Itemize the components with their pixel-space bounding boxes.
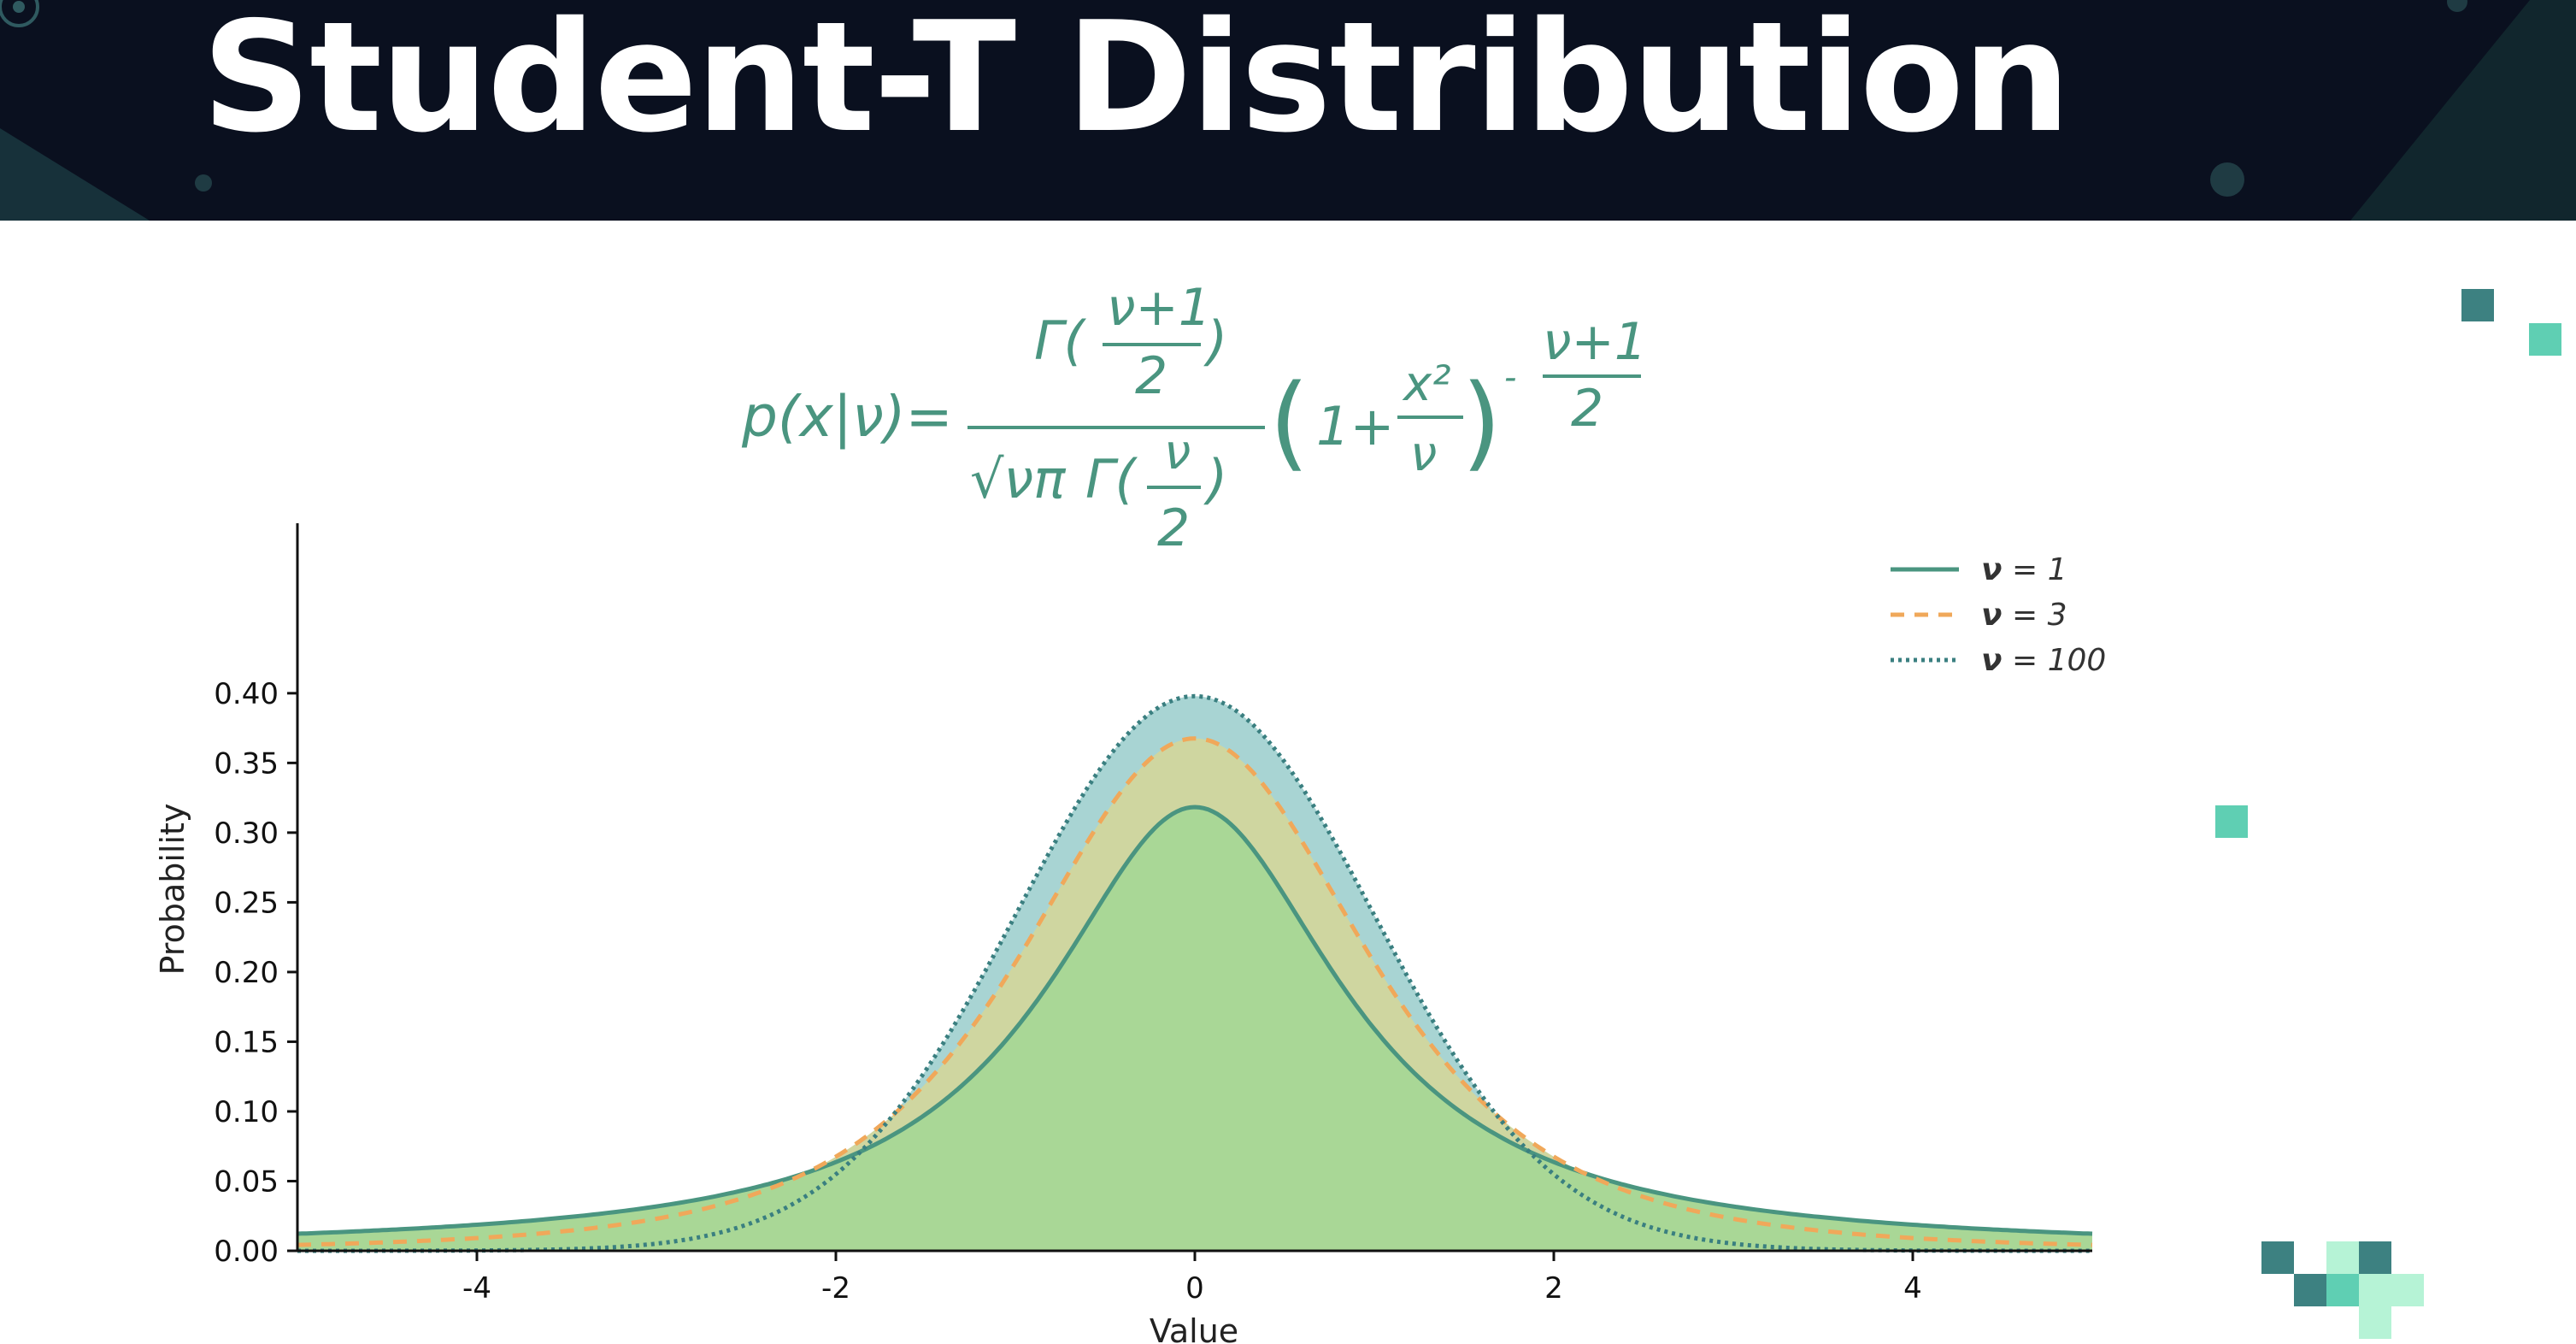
decor-square [2359, 1241, 2391, 1274]
x-tick-label: 2 [1544, 1271, 1563, 1306]
title-banner: Student-T Distribution [0, 0, 2576, 221]
series-line-nu-3 [297, 736, 2093, 1247]
y-axis-label: Probability [154, 804, 191, 976]
formula-exponent-minus: - [1504, 358, 1516, 398]
legend-value: = 3 [2003, 598, 2067, 633]
formula-lhs: p(x|ν)= [741, 384, 953, 450]
banner-ring-icon [0, 0, 39, 27]
decor-square [2326, 1274, 2359, 1306]
decor-square [2294, 1274, 2326, 1306]
x-tick-label: -2 [821, 1271, 850, 1306]
banner-dot [2447, 0, 2467, 12]
formula-exponent-denominator: 2 [1571, 379, 1603, 439]
banner-decoration [0, 0, 2576, 221]
formula-two: 2 [1135, 346, 1167, 406]
decor-square [2359, 1306, 2391, 1339]
y-tick-label: 0.30 [214, 816, 279, 851]
pdf-formula: p(x|ν)= Γ( ν+1 2 ) √νπ Γ( ν 2 ) ( 1+ x² … [741, 278, 1647, 558]
series-line-nu-100 [297, 693, 2092, 1253]
decor-square [2215, 805, 2248, 838]
decor-square [2461, 289, 2494, 321]
formula-big-open-paren: ( [1269, 363, 1309, 482]
y-tick-label: 0.40 [214, 677, 279, 711]
x-axis-label: Value [1150, 1312, 1238, 1344]
x-tick-label: -4 [462, 1271, 491, 1306]
y-tick-label: 0.25 [214, 886, 279, 920]
legend-value: = 1 [2003, 552, 2067, 587]
formula-x-squared: x² [1402, 357, 1451, 412]
legend-label-nu-1: ν = 1 [1981, 552, 2067, 587]
decor-square [2326, 1241, 2359, 1274]
legend-value: = 100 [2003, 643, 2107, 678]
area-fill-nu-1 [297, 807, 2092, 1251]
legend-label-nu-100: ν = 100 [1981, 643, 2106, 678]
banner-ring-center [13, 1, 25, 13]
page-title: Student-T Distribution [202, 0, 2071, 166]
formula-close-paren: ) [1203, 448, 1227, 510]
banner-corner-shape-left [0, 128, 150, 221]
banner-dot [195, 174, 212, 192]
y-tick-label: 0.20 [214, 956, 279, 990]
legend-label-nu-3: ν = 3 [1981, 598, 2067, 633]
legend-symbol: ν [1981, 643, 2003, 678]
decor-square [2391, 1274, 2424, 1306]
y-tick-label: 0.00 [214, 1235, 279, 1269]
decor-square [2359, 1274, 2391, 1306]
formula-sqrt-nu-pi: √νπ [970, 448, 1067, 510]
x-tick-label: 0 [1185, 1271, 1204, 1306]
y-tick-label: 0.05 [214, 1164, 279, 1199]
banner-corner-shape-right [2350, 0, 2576, 221]
legend-symbol: ν [1981, 598, 2003, 633]
formula-gamma-den: Γ( [1085, 448, 1138, 510]
formula-close-paren: ) [1203, 309, 1227, 372]
formula-two: 2 [1157, 498, 1190, 558]
formula-one-plus: 1+ [1316, 395, 1394, 457]
decor-square [2261, 1241, 2294, 1274]
banner-dot [2210, 162, 2244, 197]
formula-exponent-numerator: ν+1 [1543, 312, 1647, 372]
formula-nu: ν [1164, 425, 1191, 480]
formula-gamma-num: Γ( [1034, 309, 1087, 372]
series-line-nu-1 [297, 805, 2093, 1236]
y-tick-label: 0.15 [214, 1025, 279, 1059]
legend-symbol: ν [1981, 552, 2003, 587]
formula-nu-plus-one: ν+1 [1107, 278, 1211, 338]
x-tick-label: 4 [1903, 1271, 1922, 1306]
formula-nu: ν [1410, 427, 1437, 482]
y-tick-label: 0.10 [214, 1095, 279, 1129]
y-tick-label: 0.35 [214, 746, 279, 781]
formula-big-close-paren: ) [1461, 363, 1502, 482]
decor-square [2529, 323, 2561, 356]
